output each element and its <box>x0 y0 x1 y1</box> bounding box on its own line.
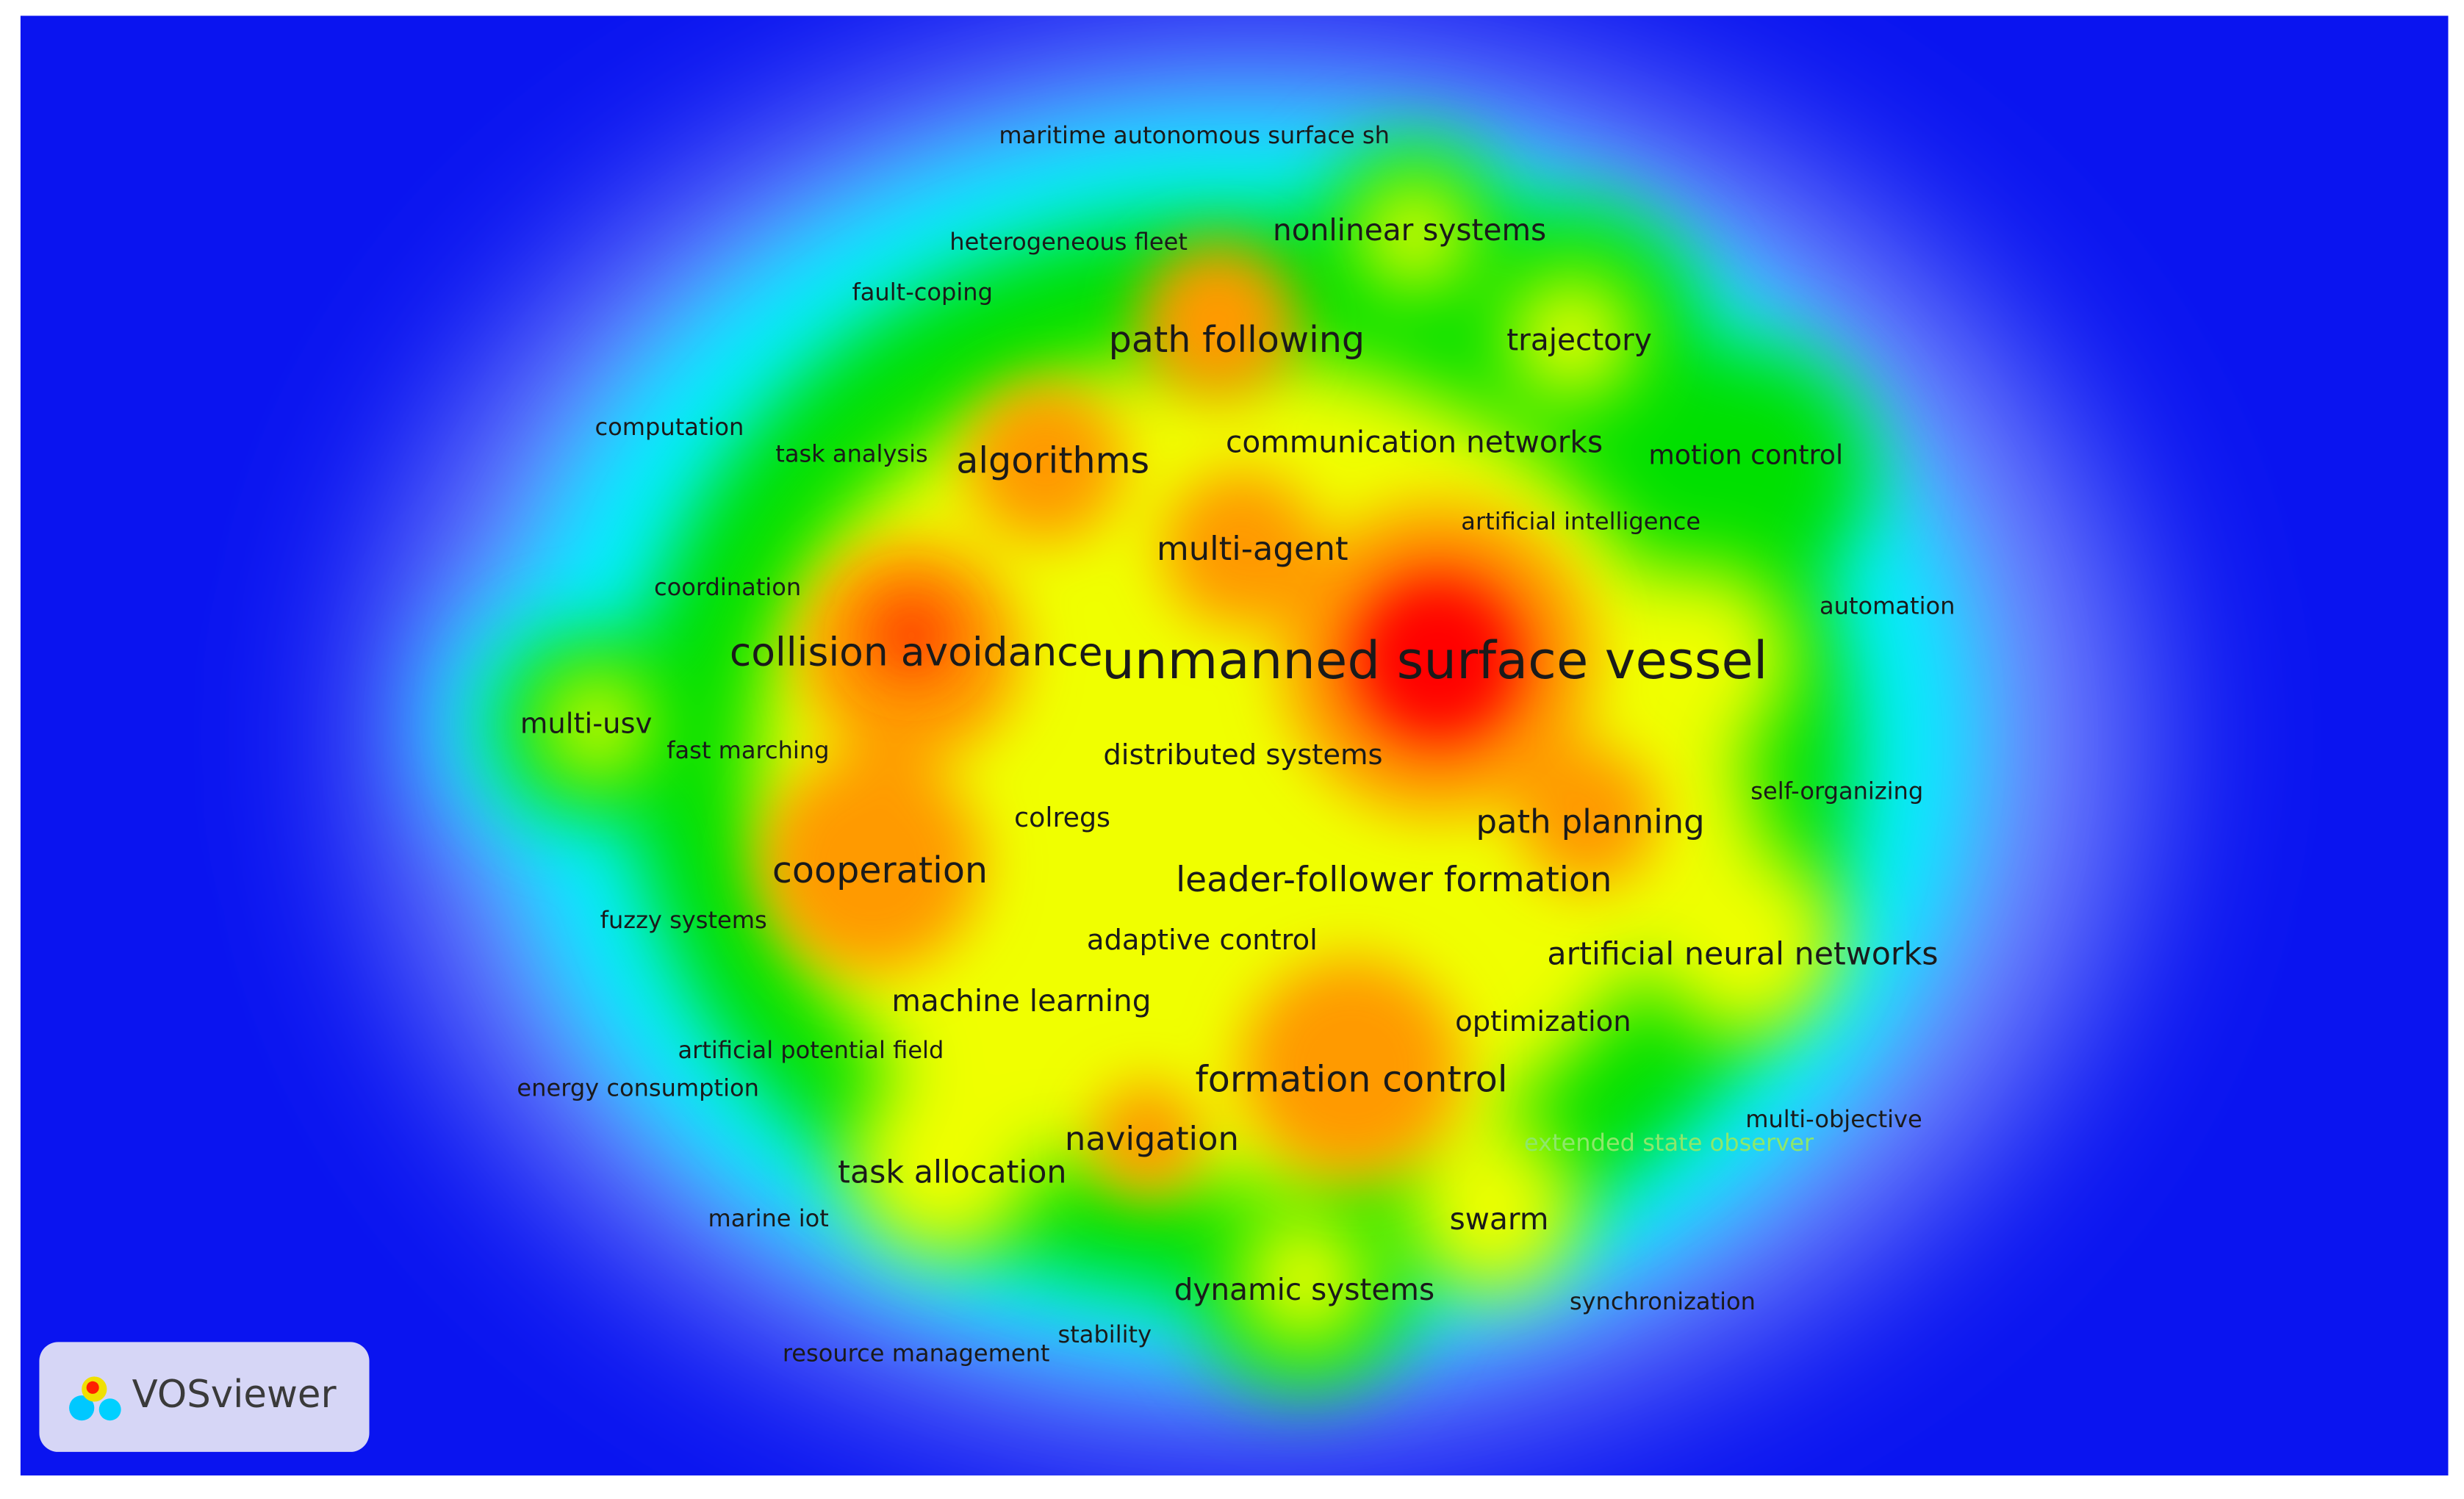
keyword-label: marine iot <box>708 1204 829 1232</box>
keyword-labels: maritime autonomous surface sh heterogene… <box>517 121 1955 1367</box>
keyword-label: extended state observer <box>1524 1129 1814 1157</box>
keyword-label: self-organizing <box>1750 777 1923 805</box>
keyword-label: algorithms <box>956 439 1149 482</box>
keyword-label: multi-objective <box>1745 1105 1922 1133</box>
keyword-label: collision avoidance <box>730 628 1103 675</box>
logo-box <box>39 1342 370 1452</box>
red-layer <box>867 572 1525 746</box>
keyword-label: automation <box>1820 592 1955 620</box>
keyword-label: distributed systems <box>1103 738 1382 772</box>
keyword-label: colregs <box>1014 802 1110 833</box>
keyword-label: navigation <box>1065 1119 1239 1158</box>
keyword-label: swarm <box>1450 1201 1549 1237</box>
keyword-label: dynamic systems <box>1174 1272 1435 1307</box>
keyword-label: artificial intelligence <box>1461 507 1700 535</box>
keyword-label: communication networks <box>1226 425 1603 460</box>
keyword-label: synchronization <box>1570 1287 1756 1315</box>
keyword-label: unmanned surface vessel <box>1102 630 1767 691</box>
keyword-label: resource management <box>783 1339 1050 1367</box>
keyword-label: artificial neural networks <box>1547 935 1938 972</box>
keyword-label: optimization <box>1455 1005 1631 1038</box>
keyword-label: fuzzy systems <box>600 906 767 934</box>
keyword-label: trajectory <box>1506 323 1652 358</box>
logo: VOSviewer <box>39 1342 370 1452</box>
keyword-label: multi-usv <box>520 707 652 740</box>
keyword-label: maritime autonomous surface sh <box>999 121 1390 149</box>
keyword-label: stability <box>1058 1320 1152 1348</box>
keyword-label: artificial potential field <box>678 1036 944 1064</box>
density-background <box>20 15 2449 1475</box>
keyword-label: heterogeneous fleet <box>949 228 1188 256</box>
keyword-label: formation control <box>1196 1057 1508 1100</box>
keyword-label: fast marching <box>667 736 829 764</box>
keyword-label: multi-agent <box>1157 529 1348 568</box>
keyword-label: energy consumption <box>517 1074 759 1101</box>
keyword-label: task allocation <box>838 1154 1066 1190</box>
keyword-label: path following <box>1109 318 1365 361</box>
logo-icon <box>69 1376 121 1421</box>
keyword-label: adaptive control <box>1087 924 1318 957</box>
keyword-label: leader-follower formation <box>1176 860 1612 900</box>
keyword-label: motion control <box>1648 439 1843 471</box>
keyword-label: coordination <box>654 573 801 601</box>
keyword-label: task analysis <box>775 439 928 467</box>
keyword-label: machine learning <box>891 983 1151 1018</box>
keyword-label: nonlinear systems <box>1273 212 1546 248</box>
keyword-label: path planning <box>1476 802 1704 841</box>
keyword-label: fault-coping <box>852 278 992 306</box>
logo-text: VOSviewer <box>132 1373 337 1417</box>
keyword-label: cooperation <box>772 849 988 891</box>
keyword-label: computation <box>595 413 744 441</box>
